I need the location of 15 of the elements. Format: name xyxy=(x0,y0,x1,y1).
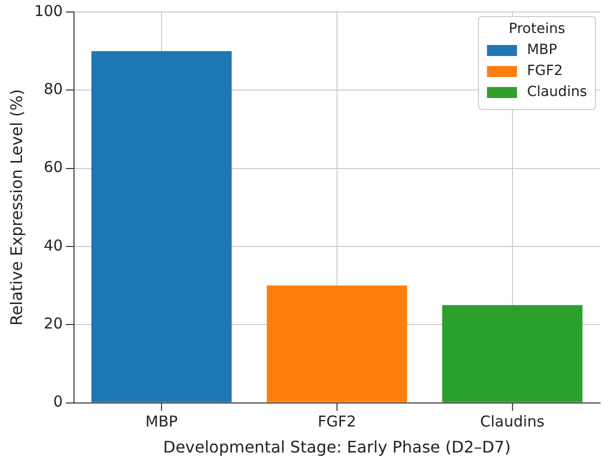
legend-title: Proteins xyxy=(508,21,566,37)
y-tick-label: 80 xyxy=(44,80,63,98)
x-axis-title: Developmental Stage: Early Phase (D2–D7) xyxy=(163,438,511,457)
y-tick-label: 100 xyxy=(34,2,63,20)
y-tick-label: 0 xyxy=(53,392,63,411)
x-tick-label: Claudins xyxy=(480,412,545,431)
y-tick-label: 60 xyxy=(44,158,63,176)
legend-label: MBP xyxy=(526,42,558,58)
y-axis-title: Relative Expression Level (%) xyxy=(6,89,26,326)
y-tick-label: 20 xyxy=(44,314,63,333)
x-tick-label: MBP xyxy=(145,412,178,431)
legend-label: FGF2 xyxy=(526,63,563,79)
x-tick-label: FGF2 xyxy=(318,412,356,431)
y-tick-label: 40 xyxy=(44,236,63,254)
legend-label: Claudins xyxy=(526,84,587,100)
